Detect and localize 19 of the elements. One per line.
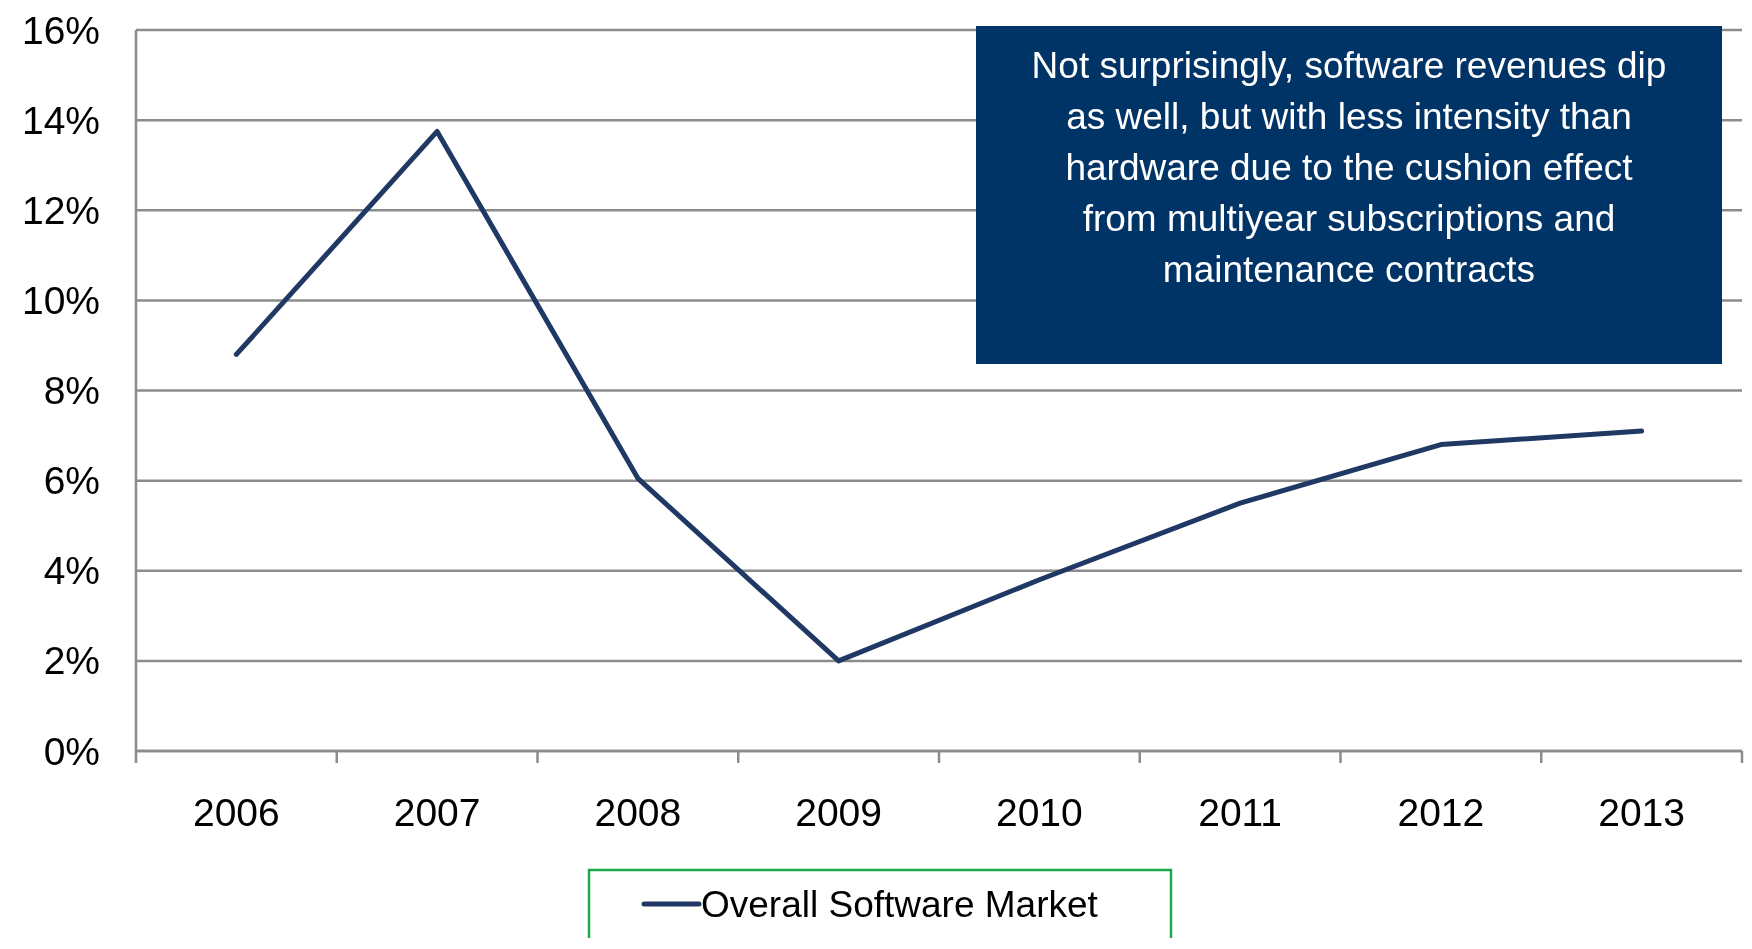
y-tick-label: 0% — [43, 729, 100, 773]
x-tick-label: 2012 — [1397, 791, 1485, 834]
y-tick-label: 14% — [21, 98, 100, 142]
y-tick-label: 12% — [21, 188, 100, 232]
y-tick-label: 4% — [43, 549, 100, 593]
x-tick-label: 2010 — [995, 791, 1083, 834]
x-tick-label: 2007 — [393, 791, 481, 834]
x-tick-label: 2006 — [192, 791, 280, 834]
x-tick-label: 2013 — [1598, 791, 1686, 834]
x-tick-label: 2009 — [795, 791, 883, 834]
y-tick-label: 8% — [43, 369, 100, 412]
y-tick-label: 16% — [21, 8, 100, 52]
y-tick-label: 6% — [43, 459, 100, 503]
x-tick-label: 2008 — [594, 791, 682, 834]
callout-box: Not surprisingly, software revenues dip as well, but with less intensity than hardware due to the cushion effect from multiyear subscriptions and maintenance contracts — [976, 26, 1722, 364]
y-tick-label: 2% — [43, 639, 100, 683]
y-tick-label: 10% — [21, 278, 100, 322]
x-tick-label: 2011 — [1198, 791, 1283, 834]
legend-label: Overall Software Market — [701, 883, 1099, 925]
